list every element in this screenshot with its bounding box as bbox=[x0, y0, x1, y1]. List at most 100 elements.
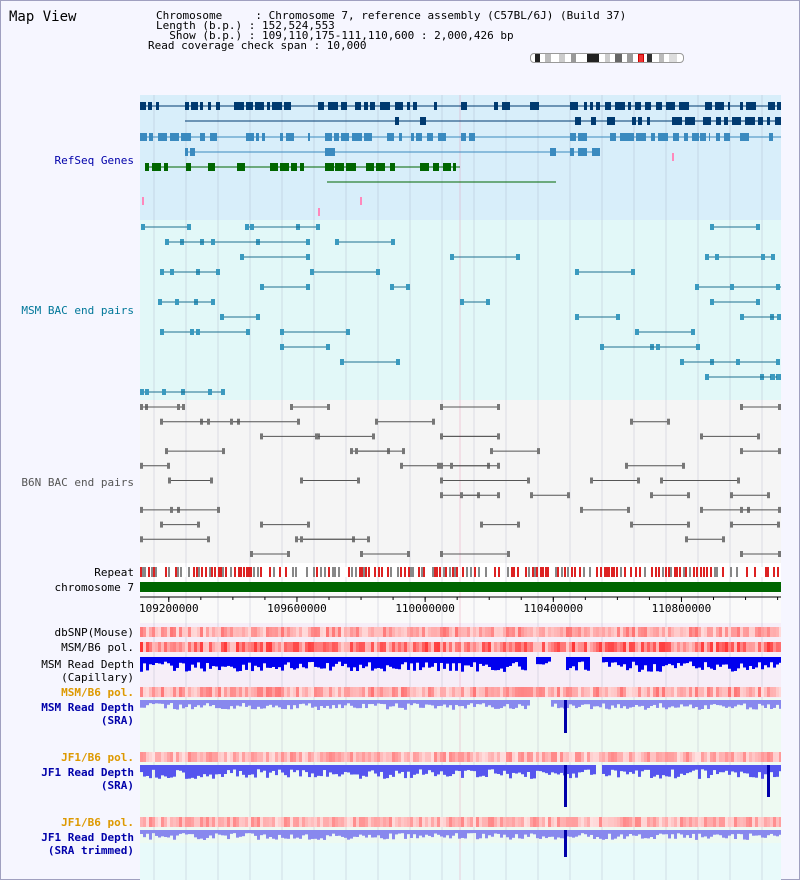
heat-cell bbox=[665, 817, 668, 827]
heat-cell bbox=[533, 627, 536, 637]
repeat-mark bbox=[159, 567, 161, 577]
depth-bar bbox=[641, 657, 644, 670]
depth-bar bbox=[623, 700, 626, 707]
heat-cell bbox=[704, 687, 707, 697]
repeat-mark bbox=[190, 567, 192, 577]
heat-cell bbox=[449, 752, 452, 762]
heat-cell bbox=[224, 817, 227, 827]
msm-read-depth-sra-label[interactable]: MSM Read Depth (SRA) bbox=[41, 701, 134, 727]
heat-cell bbox=[611, 817, 614, 827]
depth-bar bbox=[605, 830, 608, 840]
heat-cell bbox=[440, 687, 443, 697]
depth-bar bbox=[170, 765, 173, 778]
heat-cell bbox=[659, 817, 662, 827]
depth-bar bbox=[164, 830, 167, 837]
jf1-read-depth-sra-label[interactable]: JF1 Read Depth (SRA) bbox=[41, 766, 134, 792]
jf1-read-depth-trimmed-label[interactable]: JF1 Read Depth (SRA trimmed) bbox=[41, 831, 134, 857]
depth-bar bbox=[371, 830, 374, 838]
depth-bar bbox=[404, 657, 407, 663]
msm-bac-end bbox=[245, 224, 249, 230]
msm-read-depth-capillary-label[interactable]: MSM Read Depth (Capillary) bbox=[41, 658, 134, 684]
repeat-mark bbox=[703, 567, 705, 577]
repeat-mark bbox=[693, 567, 695, 577]
repeat-mark bbox=[234, 567, 236, 577]
tracks-canvas[interactable]: 109200000 109600000 110000000 110400000 1108… bbox=[140, 95, 781, 880]
depth-bar bbox=[323, 657, 326, 669]
gene-exon bbox=[769, 133, 773, 141]
genome-track-area[interactable]: 109200000 109600000 110000000 110400000 1108… bbox=[140, 95, 781, 880]
depth-bar bbox=[260, 830, 263, 836]
heat-cell bbox=[755, 627, 758, 637]
heat-cell bbox=[599, 687, 602, 697]
heat-cell bbox=[476, 687, 479, 697]
msm-bac-end bbox=[705, 374, 709, 380]
heat-cell bbox=[503, 817, 506, 827]
heat-cell bbox=[263, 642, 266, 652]
jf1-b6-pol-label-2[interactable]: JF1/B6 pol. bbox=[61, 816, 134, 829]
depth-bar bbox=[584, 700, 587, 705]
b6n-bac-end bbox=[222, 448, 225, 455]
chromosome-ideogram[interactable] bbox=[530, 53, 684, 63]
depth-bar bbox=[155, 700, 158, 704]
repeat-mark bbox=[585, 567, 587, 577]
gene-exon bbox=[684, 133, 688, 141]
heat-cell bbox=[182, 752, 185, 762]
depth-bar bbox=[398, 765, 401, 774]
depth-bar bbox=[602, 657, 605, 663]
heat-cell bbox=[725, 642, 728, 652]
msm-bac-end bbox=[335, 239, 339, 245]
depth-bar bbox=[665, 700, 668, 710]
depth-bar bbox=[362, 700, 365, 704]
depth-bar bbox=[236, 657, 239, 672]
b6n-bac-label[interactable]: B6N BAC end pairs bbox=[21, 476, 134, 489]
depth-bar bbox=[647, 830, 650, 839]
depth-bar bbox=[398, 830, 401, 834]
depth-bar bbox=[266, 765, 269, 778]
repeat-mark bbox=[714, 567, 716, 577]
repeat-mark bbox=[658, 567, 660, 577]
heat-cell bbox=[743, 817, 746, 827]
heat-cell bbox=[527, 752, 530, 762]
heat-cell bbox=[521, 627, 524, 637]
heat-cell bbox=[518, 817, 521, 827]
gene-exon bbox=[610, 133, 616, 141]
gene-exon bbox=[158, 133, 167, 141]
refseq-genes-label[interactable]: RefSeq Genes bbox=[54, 154, 134, 167]
repeat-mark bbox=[683, 567, 685, 577]
gene-exon bbox=[570, 102, 578, 110]
heat-cell bbox=[284, 642, 287, 652]
heat-cell bbox=[638, 642, 641, 652]
depth-bar bbox=[719, 657, 722, 667]
depth-bar bbox=[578, 657, 581, 663]
b6n-bac-end bbox=[737, 477, 740, 484]
jf1-b6-pol-label-1[interactable]: JF1/B6 pol. bbox=[61, 751, 134, 764]
depth-bar bbox=[722, 657, 725, 665]
repeat-mark bbox=[611, 567, 613, 577]
heat-cell bbox=[644, 752, 647, 762]
depth-bar bbox=[620, 765, 623, 772]
depth-bar bbox=[758, 657, 761, 663]
msm-bac-label[interactable]: MSM BAC end pairs bbox=[21, 304, 134, 317]
gene-exon bbox=[140, 133, 147, 141]
dbsnp-label[interactable]: dbSNP(Mouse) bbox=[54, 626, 134, 639]
depth-bar bbox=[383, 657, 386, 672]
heat-cell bbox=[605, 817, 608, 827]
repeat-mark bbox=[220, 567, 222, 577]
depth-bar bbox=[458, 657, 461, 664]
heat-cell bbox=[167, 642, 170, 652]
depth-bar bbox=[524, 700, 527, 710]
gene-exon bbox=[767, 117, 770, 125]
depth-bar bbox=[320, 765, 323, 777]
heat-cell bbox=[353, 817, 356, 827]
heat-cell bbox=[737, 642, 740, 652]
depth-bar bbox=[437, 830, 440, 835]
depth-bar bbox=[176, 830, 179, 836]
depth-bar bbox=[470, 765, 473, 771]
msm-b6-pol-label-2[interactable]: MSM/B6 pol. bbox=[61, 686, 134, 699]
repeat-mark bbox=[604, 567, 606, 577]
msm-b6-pol-label-1[interactable]: MSM/B6 pol. bbox=[61, 641, 134, 654]
depth-bar bbox=[533, 830, 536, 835]
depth-bar bbox=[440, 765, 443, 772]
heat-cell bbox=[575, 752, 578, 762]
depth-bar bbox=[311, 700, 314, 708]
